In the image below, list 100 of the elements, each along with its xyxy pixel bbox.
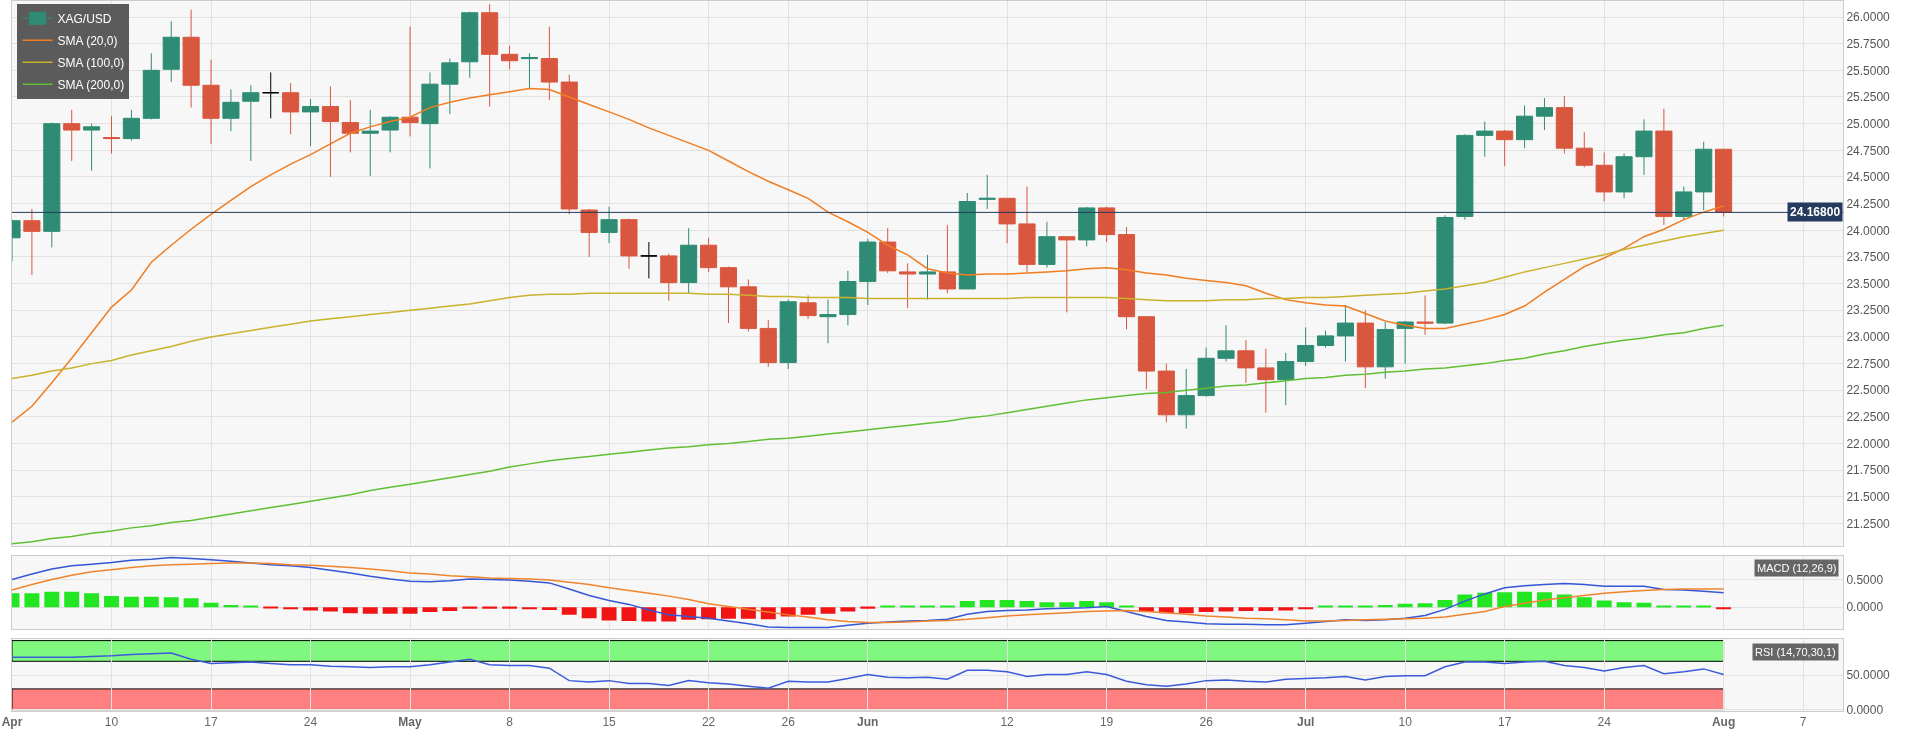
candlestick: [1476, 121, 1494, 158]
x-tick-label: 15: [602, 715, 617, 730]
candlestick: [1635, 118, 1653, 176]
x-tick-label: 10: [104, 715, 119, 730]
candlestick: [142, 52, 160, 120]
bar: [502, 606, 518, 609]
bar: [521, 607, 537, 610]
y-tick-label: 22.7500: [1846, 356, 1891, 371]
legend-label: SMA (20,0): [57, 33, 118, 48]
bar: [820, 607, 836, 614]
x-tick-label: 10: [1398, 715, 1413, 730]
bar: [959, 601, 975, 608]
y-tick-label: 25.7500: [1846, 36, 1891, 51]
bar: [1696, 605, 1712, 608]
bar: [342, 607, 358, 614]
candlestick: [361, 109, 379, 177]
y-tick-label: 21.2500: [1846, 516, 1891, 531]
candlestick: [1615, 153, 1633, 199]
y-tick-label: 26.0000: [1846, 10, 1891, 25]
bar: [163, 597, 179, 608]
bar: [1656, 605, 1672, 608]
candlestick: [461, 11, 479, 79]
candlestick: [1356, 309, 1374, 389]
candlestick: [1217, 324, 1235, 362]
x-tick-label: 26: [781, 715, 796, 730]
candlestick: [859, 238, 877, 306]
candlestick: [1098, 206, 1116, 243]
legend-label: SMA (200,0): [57, 77, 125, 92]
candlestick: [1257, 348, 1275, 414]
candlestick: [958, 192, 976, 290]
bar: [621, 607, 637, 621]
bar: [1576, 597, 1592, 608]
candlestick: [739, 278, 757, 333]
bar: [920, 605, 935, 608]
bar: [939, 605, 955, 608]
text: MACD (12,26,9): [1757, 562, 1837, 574]
candlestick: [1237, 339, 1255, 384]
candlestick: [222, 89, 240, 132]
candlestick: [481, 3, 499, 108]
candlestick: [1535, 97, 1554, 131]
legend-label: XAG/USD: [57, 11, 112, 26]
bar: [1079, 601, 1095, 608]
candlestick: [759, 319, 777, 368]
candlestick: [600, 206, 618, 244]
candlestick: [1496, 129, 1514, 167]
bar: [999, 599, 1015, 608]
bar: [1616, 602, 1632, 608]
bar: [422, 607, 438, 613]
bar: [979, 599, 995, 608]
y-tick-label: 21.5000: [1846, 490, 1891, 505]
candlestick: [1038, 221, 1056, 269]
y-tick-label: 24.0000: [1846, 223, 1891, 238]
bar: [1238, 607, 1254, 612]
x-tick-label: May: [398, 715, 423, 730]
x-tick-label: 12: [1000, 715, 1015, 730]
y-tick-label: 0.5000: [1846, 572, 1884, 587]
candlestick: [162, 20, 180, 83]
text: RSI (14,70,30,1): [1755, 646, 1836, 658]
candlestick: [1575, 131, 1593, 168]
candlestick: [899, 262, 917, 309]
bar: [1119, 605, 1134, 608]
bar: [322, 607, 338, 612]
y-tick-label: 23.2500: [1846, 303, 1891, 318]
candlestick: [640, 241, 658, 279]
bar: [24, 593, 40, 608]
bar: [1377, 604, 1393, 608]
bar: [1397, 603, 1413, 608]
bar: [860, 606, 876, 609]
bar: [1298, 607, 1314, 610]
candlestick: [1177, 368, 1195, 430]
candlestick: [202, 59, 220, 145]
candlestick: [1316, 330, 1335, 349]
y-tick-label: 0.0000: [1846, 702, 1884, 717]
candlestick: [500, 45, 519, 70]
line-series: [12, 556, 1725, 629]
bar: [482, 606, 498, 609]
line-series: [12, 562, 1725, 624]
bar: [1178, 607, 1194, 614]
bar: [1716, 607, 1732, 610]
candlestick: [1277, 352, 1295, 406]
bar: [243, 605, 259, 608]
x-tick-label: 24: [303, 715, 318, 730]
bar: [1258, 607, 1274, 612]
bar: [1059, 602, 1075, 608]
candlestick: [242, 84, 260, 162]
candlestick: [262, 71, 280, 119]
x-tick-label: 17: [204, 715, 219, 730]
candlestick: [660, 253, 678, 302]
candlestick: [560, 74, 578, 215]
y-tick-label: 50.0000: [1846, 668, 1891, 683]
candlestick: [1297, 326, 1315, 367]
candlestick: [301, 98, 320, 147]
bar: [1218, 607, 1234, 612]
candlestick: [680, 227, 698, 294]
bar: [800, 607, 816, 615]
candlestick: [1058, 236, 1076, 313]
bar: [1357, 605, 1373, 608]
x-tick-label: Apr: [1, 715, 23, 730]
candlestick: [540, 26, 558, 101]
candlestick: [43, 122, 61, 248]
